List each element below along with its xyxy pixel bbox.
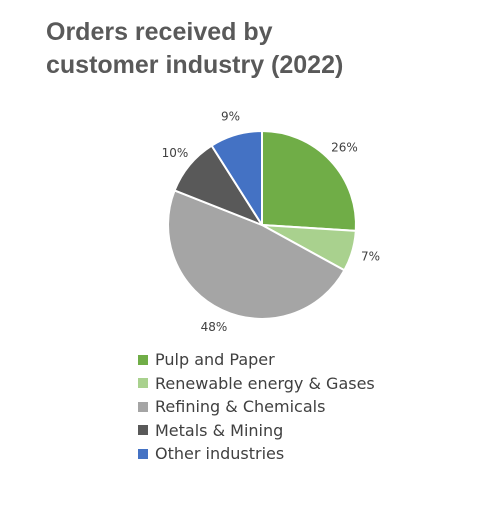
legend-item-metals-mining: Metals & Mining (138, 419, 375, 443)
legend-swatch (138, 378, 148, 389)
legend-item-pulp-and-paper: Pulp and Paper (138, 348, 375, 372)
legend-label: Other industries (155, 444, 285, 464)
legend-swatch (138, 425, 148, 436)
data-label-refining-chemicals: 48% (201, 320, 228, 334)
legend-item-renewable-energy-gases: Renewable energy & Gases (138, 372, 375, 396)
data-label-pulp-and-paper: 26% (331, 141, 358, 155)
chart-title: Orders received by customer industry (20… (46, 16, 476, 82)
legend-swatch (138, 448, 148, 459)
legend-label: Renewable energy & Gases (155, 373, 375, 393)
legend-label: Metals & Mining (155, 420, 284, 440)
legend-label: Refining & Chemicals (155, 397, 326, 417)
pie-data-labels: 26% 7% 48% 10% 9% (162, 110, 380, 335)
data-label-metals-mining: 10% (162, 146, 189, 160)
chart-legend: Pulp and Paper Renewable energy & Gases … (138, 348, 375, 466)
pie-slice-pulp-and-paper (261, 130, 357, 232)
data-label-renewable-energy-gases: 7% (361, 250, 380, 264)
data-label-other-industries: 9% (221, 110, 240, 124)
legend-label: Pulp and Paper (155, 350, 275, 370)
chart-title-line-2: customer industry (2022) (46, 51, 344, 79)
legend-item-refining-chemicals: Refining & Chemicals (138, 395, 375, 419)
pie-slices (167, 130, 357, 320)
legend-swatch (138, 401, 148, 412)
legend-swatch (138, 354, 148, 365)
chart-title-line-1: Orders received by (46, 18, 273, 46)
pie-slice-refining-chemicals (167, 189, 346, 320)
pie-slice-other-industries (210, 130, 263, 226)
legend-item-other-industries: Other industries (138, 442, 375, 466)
